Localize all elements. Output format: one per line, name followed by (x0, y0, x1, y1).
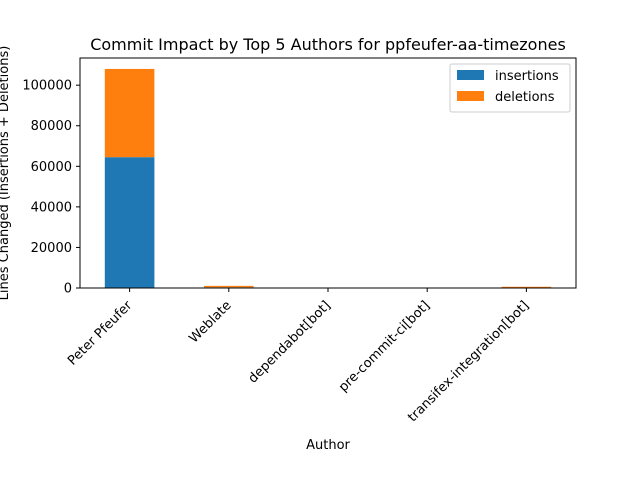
legend-label-deletions: deletions (495, 90, 555, 105)
y-axis-label: Lines Changed (Insertions + Deletions) (0, 46, 12, 301)
x-axis-label: Author (306, 438, 350, 453)
legend-swatch-insertions (457, 70, 484, 80)
y-tick-label: 20000 (31, 241, 72, 256)
legend-swatch-deletions (457, 91, 484, 101)
bar-deletions-4 (501, 286, 552, 288)
chart-title: Commit Impact by Top 5 Authors for ppfeu… (90, 35, 566, 54)
bar-deletions-0 (104, 68, 155, 158)
y-tick-label: 80000 (31, 119, 72, 134)
y-tick-label: 100000 (22, 79, 72, 94)
legend-label-insertions: insertions (495, 69, 559, 84)
y-tick-label: 40000 (31, 200, 72, 215)
bar-deletions-1 (204, 285, 254, 288)
legend: insertions deletions (449, 63, 571, 113)
y-axis: 0 20000 40000 60000 80000 100000 (22, 79, 80, 297)
y-tick-label: 60000 (31, 160, 72, 175)
bar-insertions-0 (104, 157, 155, 288)
y-tick-label: 0 (64, 282, 72, 297)
bars-layer (104, 68, 552, 288)
